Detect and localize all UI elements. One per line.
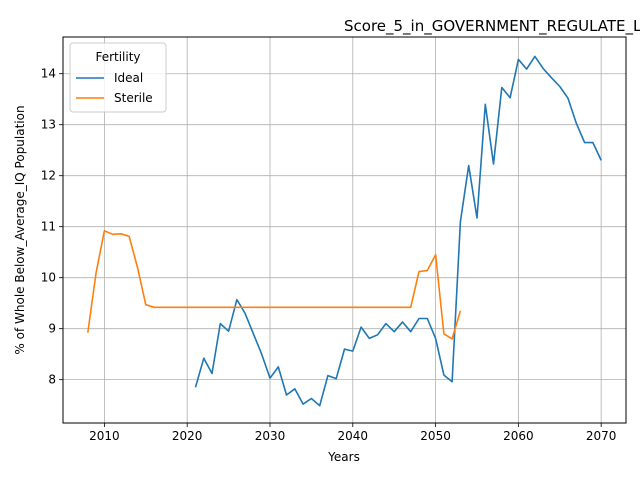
legend-box: [69, 42, 167, 113]
y-tick-label: 9: [48, 322, 56, 336]
legend-title: Fertility: [95, 50, 140, 64]
y-tick-label: 11: [41, 220, 56, 234]
y-tick-label: 10: [41, 271, 56, 285]
x-tick-label: 2010: [89, 429, 120, 443]
series-line-ideal: [194, 55, 602, 407]
plot-frame: [62, 36, 627, 424]
x-tick-label: 2060: [503, 429, 534, 443]
grid: [63, 37, 626, 423]
legend: Fertility Ideal Sterile: [69, 42, 167, 113]
x-axis-label: Years: [327, 450, 360, 464]
legend-label-ideal: Ideal: [114, 71, 143, 85]
x-tick-label: 2050: [420, 429, 451, 443]
x-tick-label: 2040: [338, 429, 369, 443]
chart-title: Score_5_in_GOVERNMENT_REGULATE_LESS_for_…: [344, 17, 640, 36]
y-axis-label: % of Whole Below_Average_IQ Population: [13, 105, 27, 354]
series-lines: [87, 55, 602, 407]
x-tick-label: 2070: [586, 429, 617, 443]
axis-ticks: 2010 2020 2030 2040 2050 2060 2070 8 9 10 11 12 13 14: [41, 67, 617, 443]
series-line-sterile: [87, 230, 462, 340]
x-tick-label: 2020: [172, 429, 203, 443]
y-tick-label: 13: [41, 118, 56, 132]
x-tick-label: 2030: [255, 429, 286, 443]
legend-label-sterile: Sterile: [114, 91, 153, 105]
y-tick-label: 12: [41, 169, 56, 183]
y-tick-label: 8: [48, 373, 56, 387]
y-tick-label: 14: [41, 67, 56, 81]
